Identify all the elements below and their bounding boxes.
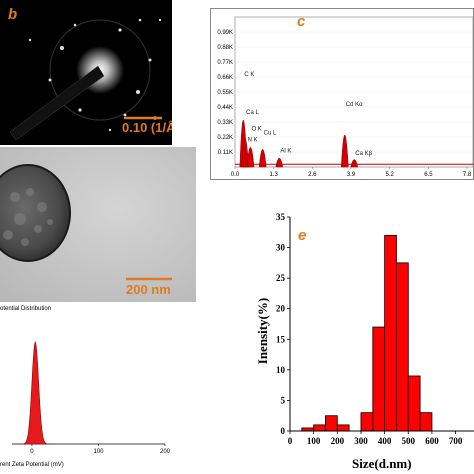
saed-pattern-panel: b 0.10 (1/Å) [0, 0, 172, 145]
edx-y-tick-label: 0.11K [218, 150, 233, 156]
edx-peak-label: Cd Kα [346, 102, 363, 108]
histogram-bar [396, 262, 409, 432]
edx-peak-label: Ca L [246, 110, 259, 116]
histogram-y-tick-label: 25 [276, 273, 286, 283]
histogram-x-tick-label: 700 [449, 436, 463, 446]
histogram-y-tick-label: 35 [276, 212, 286, 222]
edx-y-tick-label: 0.66K [217, 75, 233, 81]
size-histogram-chart: 0 5 10 15 20 25 30 35 0 100 200 300 400 500 600 700 [276, 212, 474, 446]
tem-image-panel: 200 nm [0, 147, 196, 302]
zeta-potential-panel: 0 100 200 otential Distribution rent Zeta … [0, 302, 200, 474]
edx-peak [275, 157, 284, 168]
histogram-y-tick-label: 0 [281, 426, 286, 436]
histogram-y-tick-label: 5 [281, 395, 286, 405]
edx-peak [246, 147, 255, 168]
histogram-x-tick-label: 100 [307, 436, 321, 446]
edx-x-tick-label: 3.9 [347, 172, 356, 178]
histogram-x-tick-label: 500 [402, 436, 416, 446]
histogram-y-tick-label: 10 [276, 365, 286, 375]
tem-scale-label: 200 nm [126, 282, 171, 297]
zeta-x-axis-label: rent Zeta Potential (mV) [0, 462, 64, 468]
edx-y-tick-label: 0.44K [217, 105, 233, 111]
edx-y-tick-label: 0.77K [217, 60, 233, 66]
edx-x-tick-label: 1.3 [270, 172, 279, 178]
histogram-bar [325, 415, 338, 432]
zeta-x-tick-label: 100 [93, 449, 104, 455]
histogram-x-tick-label: 400 [378, 436, 392, 446]
histogram-bar [336, 424, 350, 432]
saed-scale-label: 0.10 (1/Å) [122, 120, 172, 135]
edx-x-tick-label: 5.2 [386, 172, 395, 178]
edx-x-tick-label: 2.6 [308, 172, 317, 178]
panel-c-letter: c [297, 13, 306, 30]
saed-pattern-image [9, 18, 162, 141]
edx-spectrum-panel: 0.99K 0.88K 0.77K 0.66K 0.55K 0.44K 0.33K 0.22K… [210, 8, 474, 180]
histogram-x-tick-label: 0 [288, 436, 293, 446]
edx-peak-label: O K [251, 127, 261, 133]
edx-peak-label: Al K [280, 148, 291, 154]
edx-y-tick-label: 0.22K [217, 135, 233, 141]
histogram-bar [407, 375, 421, 432]
size-histogram-panel: 0 5 10 15 20 25 30 35 0 100 200 300 400 500 600 700 e … [248, 205, 474, 474]
edx-y-tick-label: 0.55K [217, 90, 233, 96]
panel-e-letter: e [298, 227, 307, 244]
histogram-bar [360, 412, 374, 432]
edx-y-tick-label: 0.33K [217, 120, 233, 126]
histogram-x-tick-label: 600 [425, 436, 439, 446]
zeta-peak-area [15, 341, 56, 445]
histogram-y-tick-label: 30 [276, 243, 286, 253]
histogram-y-tick-label: 15 [276, 334, 286, 344]
edx-y-tick-label: 0.88K [217, 45, 233, 51]
panel-b-letter: b [8, 6, 18, 23]
histogram-x-tick-label: 300 [354, 436, 368, 446]
histogram-x-tick-label: 200 [331, 436, 345, 446]
zeta-x-tick-label: 200 [160, 449, 171, 455]
zeta-chart-title: otential Distribution [0, 306, 52, 312]
edx-x-tick-label: 0.0 [231, 172, 240, 178]
edx-peak-label: Ca Kβ [355, 151, 372, 157]
edx-peak [350, 159, 359, 168]
edx-peak [258, 149, 267, 168]
histogram-bar [419, 412, 433, 432]
edx-x-tick-label: 7.8 [463, 172, 472, 178]
edx-peak-label: C K [244, 72, 254, 78]
histogram-y-tick-label: 20 [276, 304, 286, 314]
histogram-bar [313, 424, 326, 432]
edx-peak-label: N K [248, 137, 258, 143]
edx-spectrum-plot: 0.99K 0.88K 0.77K 0.66K 0.55K 0.44K 0.33K 0.22K… [217, 16, 473, 178]
histogram-bar [372, 326, 386, 432]
tem-particle-image [0, 147, 196, 302]
zeta-potential-chart: 0 100 200 [12, 341, 171, 455]
histogram-bar [384, 234, 397, 432]
zeta-x-tick-label: 0 [30, 449, 34, 455]
edx-x-tick-label: 6.5 [424, 172, 433, 178]
edx-peak [341, 134, 349, 168]
histogram-x-axis-label: Size(d.nm) [352, 456, 412, 471]
edx-y-tick-label: 0.99K [217, 30, 233, 36]
edx-peak-label: Cu L [264, 131, 277, 137]
histogram-y-axis-label: Inensity(%) [255, 297, 271, 365]
